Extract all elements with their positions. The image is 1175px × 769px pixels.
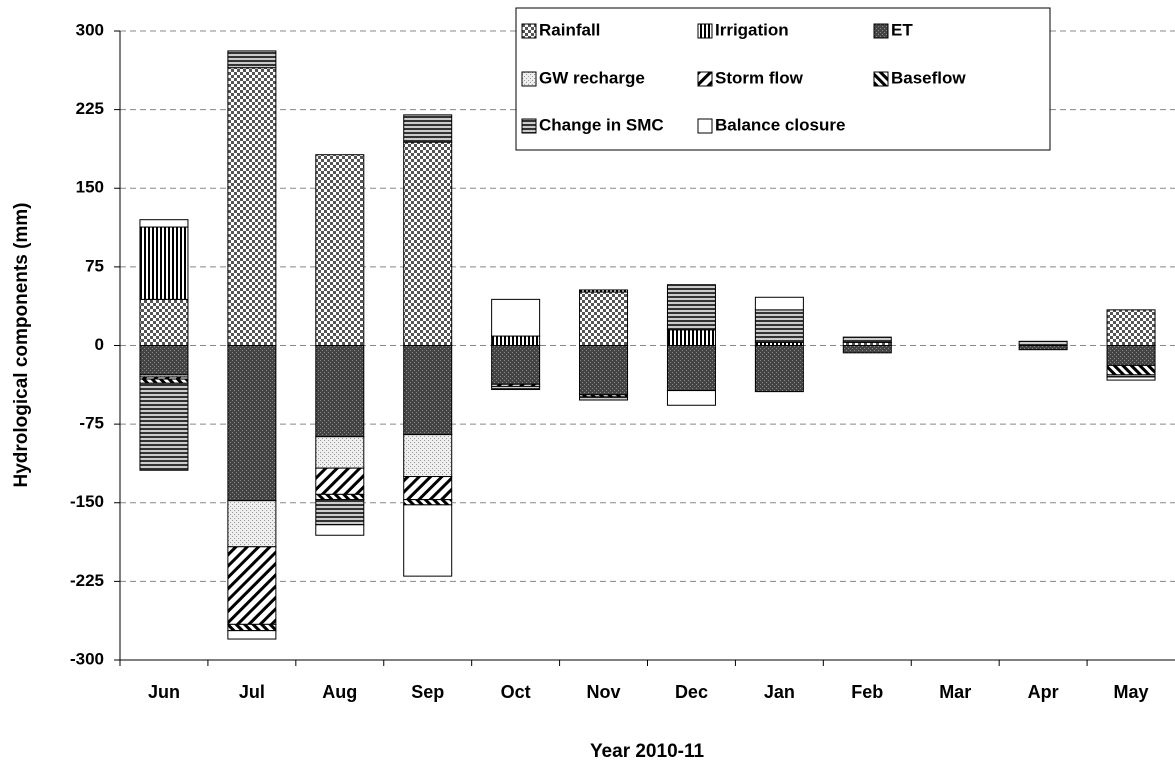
bar-segment: [403, 141, 453, 346]
x-tick-label: Jul: [239, 682, 265, 702]
legend-label: Storm flow: [715, 68, 804, 87]
legend-swatch: [697, 71, 713, 87]
bar-segment: [666, 345, 716, 392]
bar-segment: [754, 345, 804, 393]
legend-swatch: [697, 118, 713, 134]
x-tick-label: Sep: [411, 682, 444, 702]
bar-segment: [315, 524, 365, 536]
y-tick-label: 300: [76, 20, 104, 39]
bar-segment: [315, 345, 365, 438]
y-tick-label: 0: [95, 335, 104, 354]
legend-swatch: [521, 23, 537, 39]
legend-swatch: [521, 71, 537, 87]
bar-segment: [227, 345, 277, 502]
bar-segment: [227, 500, 277, 548]
x-tick-label: Dec: [675, 682, 708, 702]
bar-segment: [1018, 340, 1068, 347]
x-tick-label: Jun: [148, 682, 180, 702]
x-tick-label: May: [1114, 682, 1149, 702]
legend-swatch: [521, 118, 537, 134]
bar-segment: [403, 114, 453, 143]
bar-segment: [842, 345, 892, 354]
x-tick-label: Mar: [939, 682, 971, 702]
bar-segment: [403, 434, 453, 478]
bar-segment: [666, 329, 716, 346]
bar-segment: [1106, 309, 1156, 346]
bar-segment: [579, 291, 629, 347]
legend-label: Balance closure: [715, 115, 845, 134]
bar-segment: [579, 345, 629, 396]
y-tick-label: 150: [76, 178, 104, 197]
x-tick-label: Oct: [501, 682, 531, 702]
bar-segment: [139, 345, 189, 376]
y-tick-label: -75: [79, 414, 104, 433]
bar-segment: [139, 226, 189, 300]
bar-segment: [139, 298, 189, 346]
bar-segment: [315, 499, 365, 526]
bar-segment: [315, 154, 365, 346]
bar-segment: [315, 467, 365, 495]
x-tick-label: Feb: [851, 682, 883, 702]
bar-segment: [1106, 364, 1156, 376]
legend-label: Irrigation: [715, 20, 789, 39]
bar-segment: [315, 493, 365, 501]
legend-label: ET: [891, 20, 913, 39]
bar-segment: [227, 630, 277, 640]
bar-segment: [754, 309, 804, 343]
y-tick-label: 75: [85, 256, 104, 275]
bar-segment: [227, 67, 277, 346]
y-tick-label: -300: [70, 649, 104, 668]
bar-segment: [403, 504, 453, 577]
legend-swatch: [697, 23, 713, 39]
bar-segment: [491, 335, 541, 347]
bar-segment: [1106, 345, 1156, 366]
bar-segment: [666, 390, 716, 406]
x-tick-label: Nov: [587, 682, 621, 702]
y-tick-label: 225: [76, 99, 104, 118]
bar-segment: [579, 289, 629, 293]
bar-segment: [1106, 376, 1156, 381]
legend-box: [515, 7, 1051, 151]
legend-label: GW recharge: [539, 68, 645, 87]
legend-label: Rainfall: [539, 20, 600, 39]
x-tick-label: Jan: [764, 682, 795, 702]
bar-segment: [579, 396, 629, 401]
bar-segment: [227, 50, 277, 69]
legend-label: Baseflow: [891, 68, 966, 87]
bar-segment: [139, 378, 189, 384]
bar-segment: [491, 385, 541, 391]
bar-segment: [403, 476, 453, 501]
bar-segment: [139, 382, 189, 471]
bar-segment: [1018, 345, 1068, 351]
bar-segment: [315, 436, 365, 469]
legend-label: Change in SMC: [539, 115, 664, 134]
y-axis-label: Hydrological components (mm): [11, 202, 32, 487]
legend-swatch: [873, 71, 889, 87]
bar-segment: [403, 345, 453, 436]
y-tick-label: -150: [70, 492, 104, 511]
y-tick-label: -225: [70, 571, 104, 590]
bar-segment: [491, 298, 541, 337]
x-tick-label: Apr: [1028, 682, 1059, 702]
bar-segment: [403, 499, 453, 506]
bar-segment: [666, 284, 716, 331]
bar-segment: [227, 623, 277, 632]
bar-segment: [842, 336, 892, 343]
legend-swatch: [873, 23, 889, 39]
bar-segment: [754, 296, 804, 311]
bar-segment: [227, 546, 277, 625]
x-axis-label: Year 2010-11: [590, 741, 705, 762]
bar-segment: [491, 345, 541, 385]
bar-segment: [139, 219, 189, 228]
x-tick-label: Aug: [322, 682, 357, 702]
